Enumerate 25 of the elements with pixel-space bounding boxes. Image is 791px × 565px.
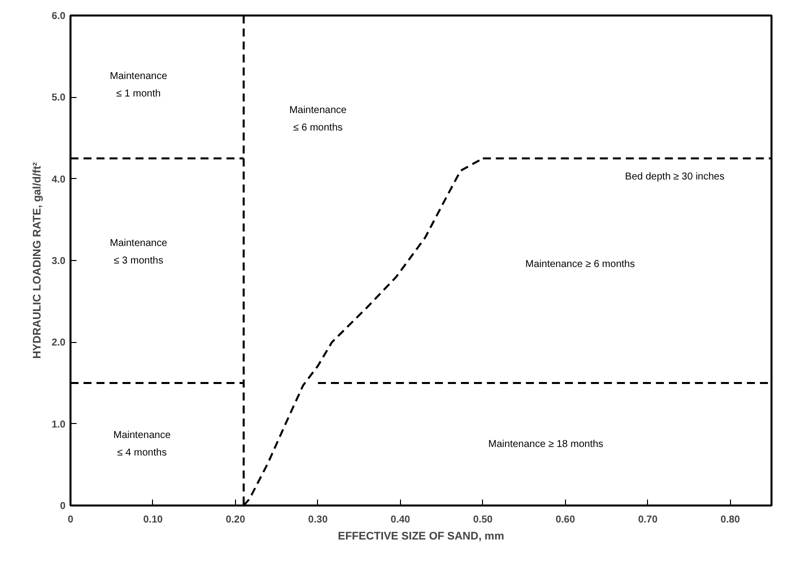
x-tick-label: 0.80 — [720, 514, 740, 526]
annotation: Maintenance ≤ 3 months — [110, 238, 168, 266]
annotation: Maintenance ≥ 6 months — [525, 258, 635, 270]
annotation: Maintenance ≤ 6 months — [289, 105, 348, 134]
x-tick-label: 0.50 — [473, 514, 494, 526]
annotation: Bed depth ≥ 30 inches — [625, 172, 724, 183]
annotation: Maintenance ≤ 1 month — [110, 70, 168, 100]
y-tick-label: 2.0 — [52, 338, 66, 349]
x-tick-label: 0.70 — [638, 514, 658, 526]
x-tick-label: 0 — [68, 514, 74, 526]
x-axis-title: EFFECTIVE SIZE OF SAND, mm — [338, 530, 504, 542]
y-tick-label: 1.0 — [52, 419, 66, 430]
y-axis-title: HYDRAULIC LOADING RATE, gal/d/ft² — [32, 162, 44, 359]
y-tick-label: 5.0 — [52, 92, 66, 104]
y-tick-label: 3.0 — [52, 256, 66, 267]
x-tick-label: 0.10 — [143, 514, 164, 526]
x-tick-label: 0.20 — [226, 514, 246, 526]
y-tick-label: 6.0 — [52, 11, 66, 22]
y-tick-label: 4.0 — [52, 174, 66, 186]
x-tick-label: 0.40 — [390, 514, 411, 526]
annotation: Maintenance ≥ 18 months — [488, 438, 604, 450]
y-tick-label: 0 — [60, 501, 66, 512]
x-tick-label: 0.30 — [308, 514, 328, 526]
annotation: Maintenance ≤ 4 months — [113, 430, 172, 459]
x-tick-label: 0.60 — [556, 514, 576, 526]
